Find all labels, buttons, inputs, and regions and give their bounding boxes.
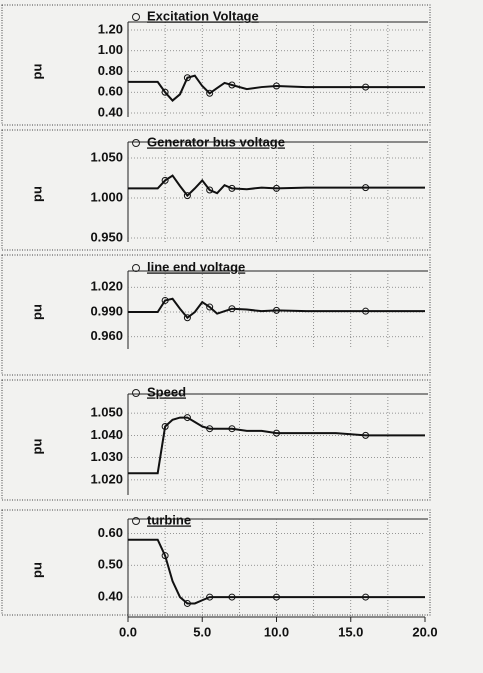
legend-label: line end voltage: [147, 259, 245, 274]
y-tick-label: 1.030: [90, 449, 123, 464]
panel-frame: [1, 379, 431, 501]
x-tick-label: 20.0: [412, 624, 437, 639]
point-marker: [273, 82, 280, 90]
point-marker: [183, 192, 191, 200]
x-tick-label: 0.0: [119, 624, 137, 639]
legend-label: Speed: [147, 384, 186, 399]
y-tick-label: 1.020: [90, 471, 123, 486]
point-marker: [161, 176, 169, 184]
point-marker: [206, 186, 214, 194]
y-axis-label: pu: [29, 439, 44, 455]
point-marker: [161, 552, 169, 560]
y-tick-label: 0.960: [90, 328, 123, 343]
point-marker: [228, 593, 236, 601]
x-tick-label: 5.0: [193, 624, 211, 639]
point-marker: [362, 83, 370, 91]
point-marker: [362, 593, 370, 601]
y-tick-label: 0.40: [98, 104, 123, 119]
y-tick-label: 1.00: [98, 42, 123, 57]
y-tick-label: 0.40: [98, 589, 123, 604]
point-marker: [362, 307, 370, 315]
point-marker: [228, 425, 236, 433]
point-marker: [206, 303, 214, 311]
y-tick-label: 1.000: [90, 189, 123, 204]
point-marker: [161, 296, 169, 304]
y-tick-label: 1.050: [90, 149, 123, 164]
point-marker: [273, 184, 280, 192]
point-marker: [161, 88, 169, 96]
point-marker: [228, 184, 236, 192]
point-marker: [183, 74, 191, 82]
y-tick-label: 0.990: [90, 303, 123, 318]
y-axis-label: pu: [29, 64, 44, 80]
y-axis-label: pu: [29, 562, 44, 578]
series-line: [128, 74, 425, 102]
panel-frame: [1, 509, 431, 616]
y-axis-label: pu: [29, 186, 44, 202]
point-marker: [183, 599, 191, 607]
y-tick-label: 1.040: [90, 427, 123, 442]
panel-frame: [1, 129, 431, 251]
legend-marker: [132, 517, 140, 525]
legend-marker: [132, 13, 140, 21]
point-marker: [206, 89, 214, 97]
point-marker: [183, 414, 191, 422]
point-marker: [273, 593, 280, 601]
panel-frame: [1, 4, 431, 126]
point-marker: [161, 422, 169, 430]
y-tick-label: 0.950: [90, 229, 123, 244]
point-marker: [228, 81, 236, 89]
point-marker: [273, 306, 280, 314]
y-tick-label: 0.80: [98, 63, 123, 78]
y-tick-label: 0.50: [98, 557, 123, 572]
y-tick-label: 1.20: [98, 21, 123, 36]
x-tick-label: 10.0: [264, 624, 289, 639]
point-marker: [362, 431, 370, 439]
point-marker: [206, 593, 214, 601]
legend-marker: [132, 389, 140, 397]
x-tick-label: 15.0: [338, 624, 363, 639]
point-marker: [206, 425, 214, 433]
point-marker: [228, 305, 236, 313]
y-tick-label: 1.020: [90, 279, 123, 294]
point-marker: [362, 184, 370, 192]
legend-label: Generator bus voltage: [147, 134, 285, 149]
legend-marker: [132, 264, 140, 272]
y-tick-label: 0.60: [98, 84, 123, 99]
y-tick-label: 0.60: [98, 525, 123, 540]
panel-frame: [1, 254, 431, 376]
series-line: [128, 538, 425, 605]
point-marker: [273, 429, 280, 437]
point-marker: [183, 314, 191, 322]
legend-label: turbine: [147, 512, 191, 527]
y-axis-label: pu: [29, 304, 44, 320]
legend-label: Excitation Voltage: [147, 8, 259, 23]
legend-marker: [132, 139, 140, 147]
y-tick-label: 1.050: [90, 405, 123, 420]
